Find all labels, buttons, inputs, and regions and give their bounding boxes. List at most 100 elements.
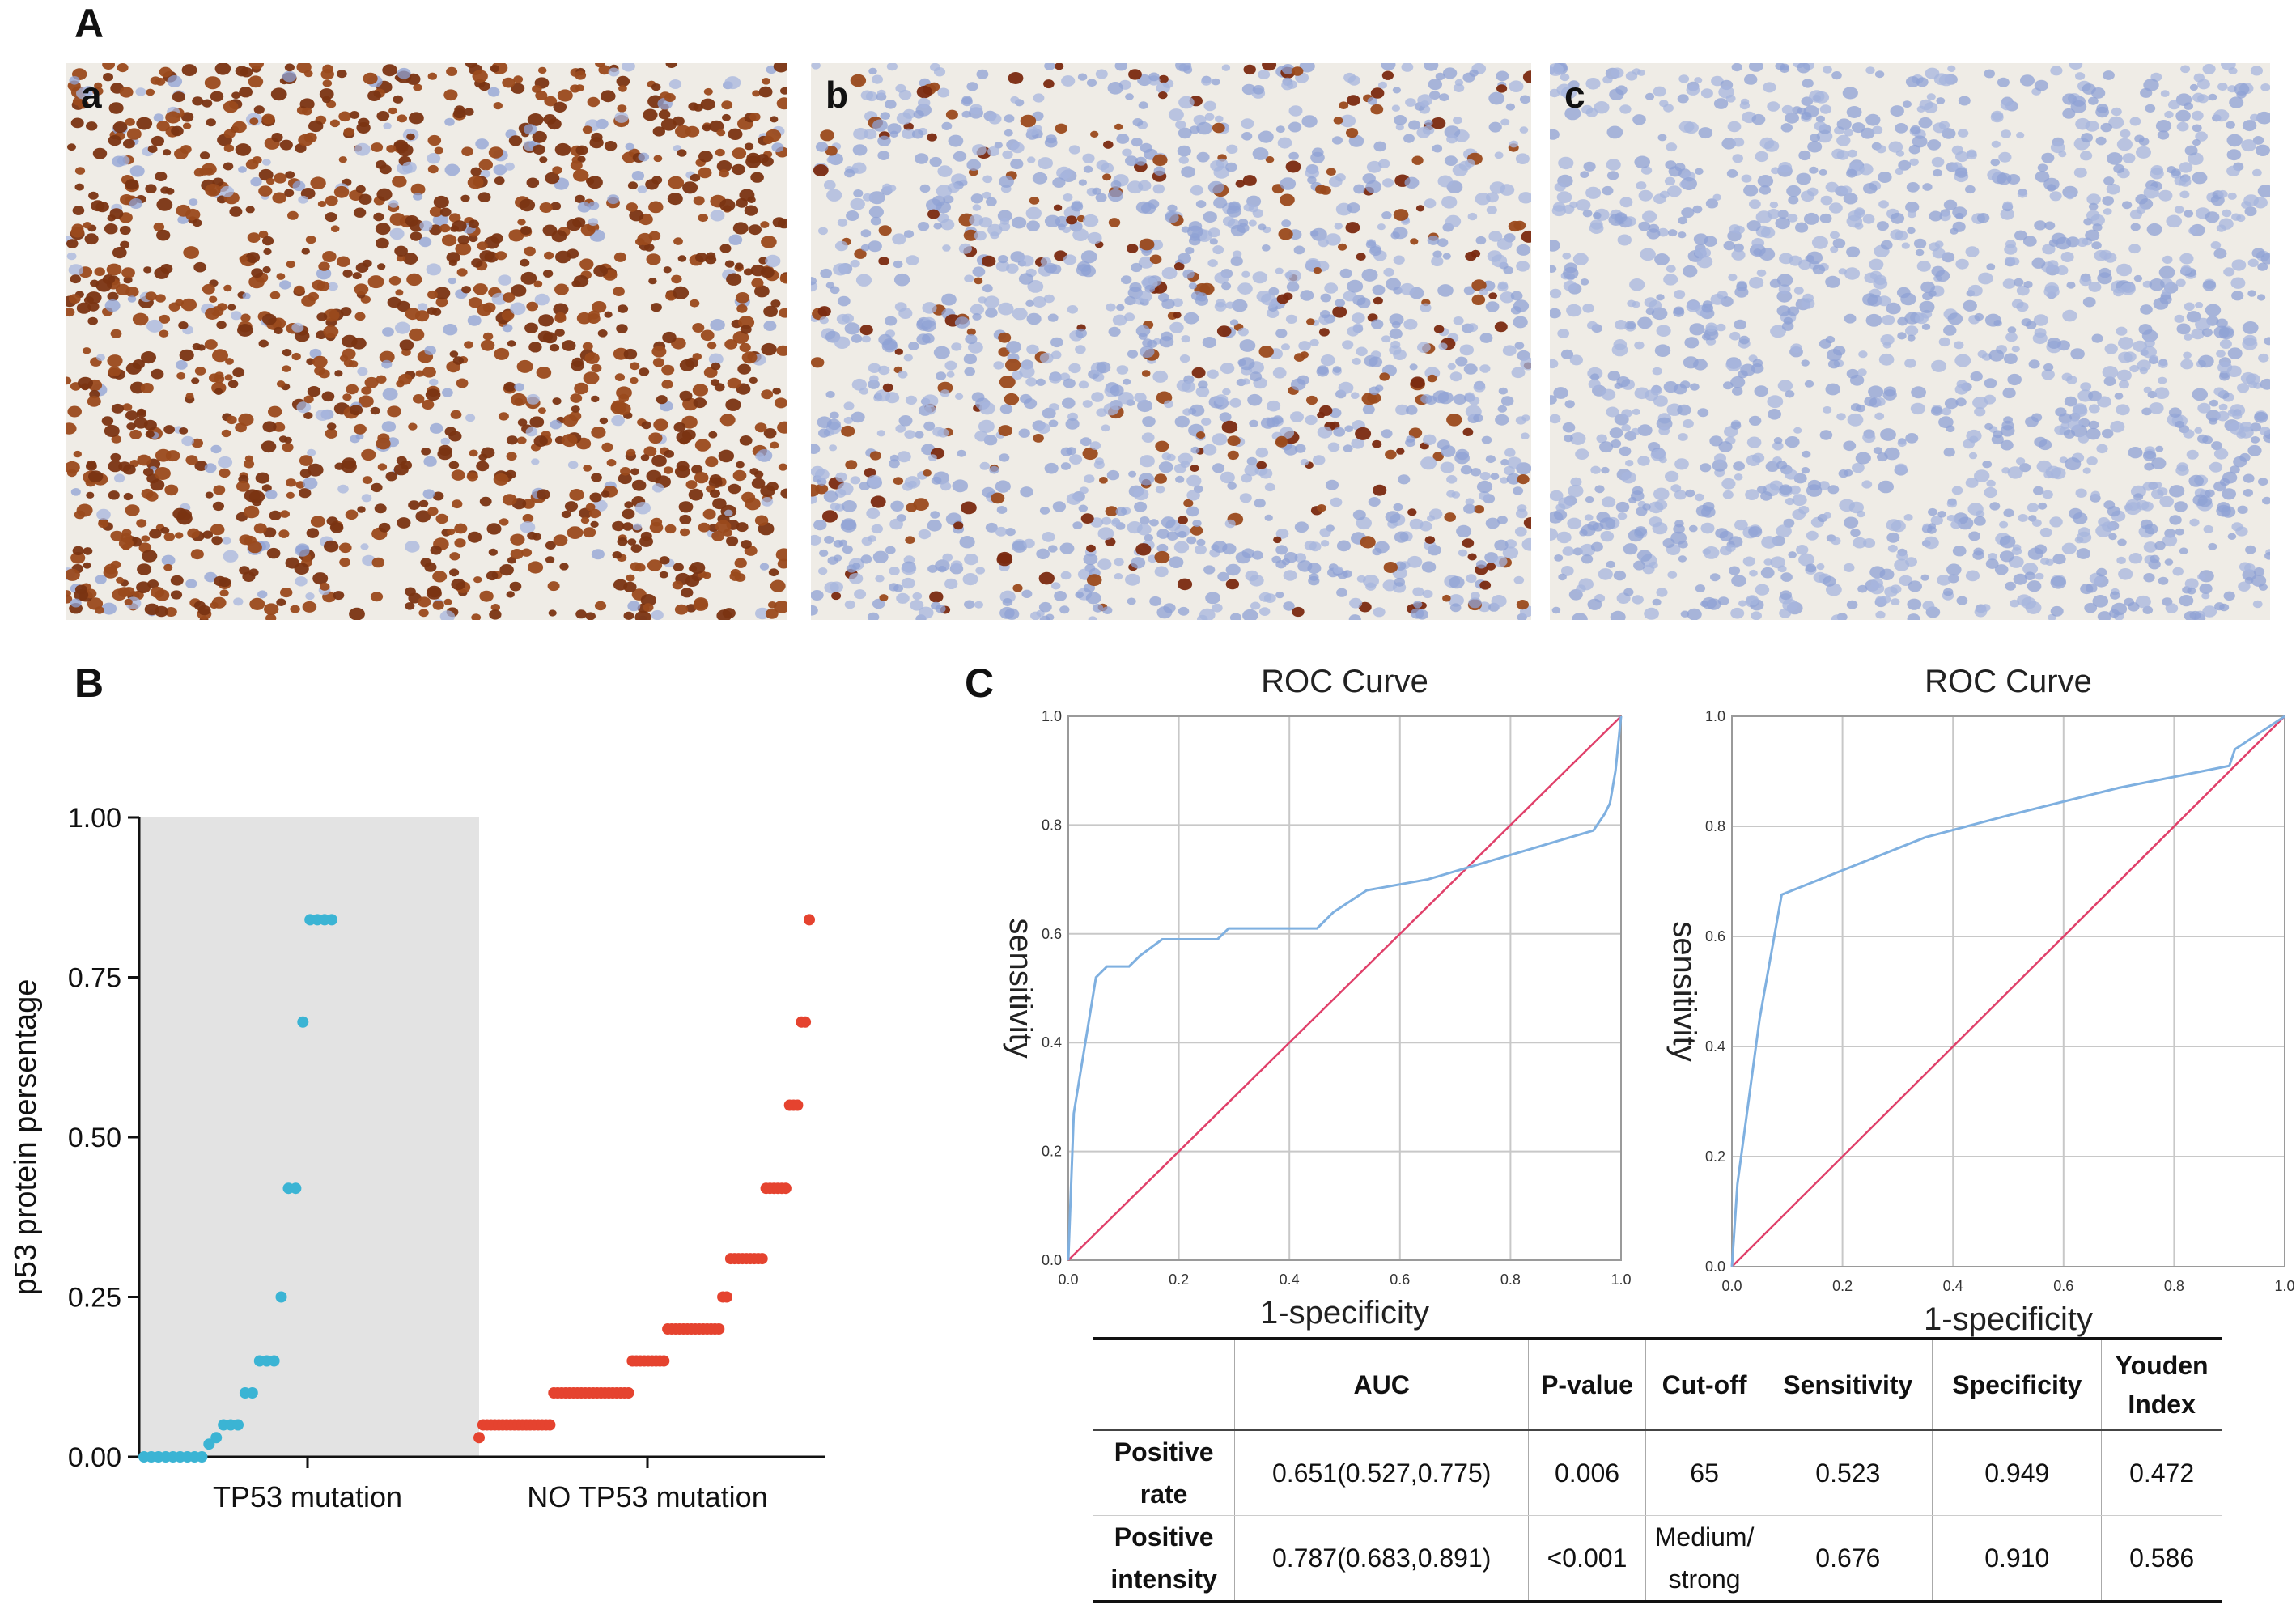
x-tick-label: 0.8 xyxy=(2164,1278,2184,1294)
table-cell: 0.472 xyxy=(2101,1430,2222,1516)
y-tick-label: 0.0 xyxy=(1705,1259,1725,1275)
tp53-mutation-shade xyxy=(139,817,479,1457)
roc-chart-positive-intensity: 0.0 0.0 0.2 0.2 0.4 0.4 0.6 0.6 0.8 0.8 1.0 1.0 ROC … xyxy=(1666,664,2295,1337)
y-tick-label: 0.6 xyxy=(1705,928,1725,945)
data-point xyxy=(196,1451,208,1463)
table-cell: 0.910 xyxy=(1932,1515,2103,1603)
x-tick-label: 0.0 xyxy=(1721,1278,1742,1294)
table-cell: 0.523 xyxy=(1763,1430,1933,1516)
data-point xyxy=(713,1323,725,1335)
table-header-cell: Specificity xyxy=(1932,1337,2103,1431)
data-point xyxy=(622,1387,634,1399)
roc-stats-table: AUC P-value Cut-off Sensitivity Specific… xyxy=(1092,1337,2222,1603)
x-tick-label: TP53 mutation xyxy=(213,1480,402,1513)
y-tick-label: 0.6 xyxy=(1042,926,1062,942)
y-axis-label: p53 protein persentage xyxy=(9,979,43,1296)
data-point xyxy=(210,1432,223,1444)
cell-nuclei xyxy=(1550,63,2270,620)
roc-y-label: sensitivity xyxy=(1666,921,1702,1061)
cell-nuclei xyxy=(66,63,787,620)
table-row-header: Positive rate xyxy=(1092,1430,1236,1516)
x-tick-label: 0.6 xyxy=(1390,1271,1410,1288)
micrograph-a-label: a xyxy=(81,74,102,116)
micrograph-c-image xyxy=(1550,63,2270,620)
data-point xyxy=(326,914,337,926)
table-cell: 0.676 xyxy=(1763,1515,1933,1603)
panel-letter-c: C xyxy=(965,660,995,706)
reference-line xyxy=(1731,715,2285,1267)
table-cell: Medium/ strong xyxy=(1645,1515,1764,1603)
data-point xyxy=(268,1355,280,1367)
table-cell: 0.006 xyxy=(1528,1430,1646,1516)
micrograph-b: b xyxy=(811,63,1531,620)
y-tick-label: 0.50 xyxy=(68,1123,121,1153)
table-row-header: Positive intensity xyxy=(1092,1515,1236,1603)
roc-x-label: 1-specificity xyxy=(1260,1295,1429,1331)
y-tick-label: 1.00 xyxy=(68,803,121,834)
data-point xyxy=(246,1387,258,1399)
cell-nuclei xyxy=(811,63,1531,620)
data-point xyxy=(658,1355,670,1367)
roc-y-label: sensitivity xyxy=(1003,918,1038,1058)
y-tick-label: 0.75 xyxy=(68,963,121,994)
table-header-cell xyxy=(1092,1337,1236,1431)
data-point xyxy=(804,914,815,926)
reference-line xyxy=(1067,715,1622,1261)
panel-letter-b: B xyxy=(74,660,104,706)
y-tick-label: 0.8 xyxy=(1042,817,1062,833)
data-point xyxy=(473,1432,485,1444)
micrograph-a: a xyxy=(66,63,787,620)
y-tick-label: 0.4 xyxy=(1705,1038,1725,1055)
table-cell: 0.949 xyxy=(1932,1430,2103,1516)
data-point xyxy=(792,1099,804,1111)
roc-x-label: 1-specificity xyxy=(1924,1301,2093,1337)
data-point xyxy=(756,1253,768,1265)
y-tick-label: 0.2 xyxy=(1705,1148,1725,1165)
data-point xyxy=(297,1016,309,1028)
y-tick-label: 1.0 xyxy=(1042,708,1062,724)
table-header-cell: Youden Index xyxy=(2101,1337,2222,1431)
y-tick-label: 0.2 xyxy=(1042,1144,1062,1160)
micrograph-c: c xyxy=(1550,63,2270,620)
data-point xyxy=(290,1182,302,1195)
x-tick-label: 0.2 xyxy=(1169,1271,1189,1288)
data-point xyxy=(275,1291,287,1303)
table-cell: 0.787(0.683,0.891) xyxy=(1234,1515,1530,1603)
panel-letter-a: A xyxy=(74,1,104,46)
x-tick-label: 0.2 xyxy=(1832,1278,1853,1294)
data-point xyxy=(800,1016,812,1028)
plot-frame xyxy=(1067,715,1622,1261)
table-row: Positive rate 0.651(0.527,0.775) 0.006 6… xyxy=(1092,1430,2222,1516)
table-header-cell: Sensitivity xyxy=(1763,1337,1933,1431)
x-tick-label: 0.4 xyxy=(1943,1278,1963,1294)
plot-frame xyxy=(1731,715,2285,1267)
roc-curve-line xyxy=(1067,715,1623,1261)
micrograph-a-image xyxy=(66,63,787,620)
x-tick-label: 0.0 xyxy=(1058,1271,1078,1288)
roc-title: ROC Curve xyxy=(1925,664,2092,699)
x-tick-label: 0.6 xyxy=(2053,1278,2073,1294)
micrograph-b-label: b xyxy=(825,74,849,116)
roc-title: ROC Curve xyxy=(1261,664,1428,699)
micrograph-b-image xyxy=(811,63,1531,620)
x-tick-label: 0.4 xyxy=(1280,1271,1300,1288)
micrograph-c-label: c xyxy=(1564,74,1585,116)
table-header-cell: Cut-off xyxy=(1645,1337,1764,1431)
micrograph-background xyxy=(1550,63,2270,620)
data-point xyxy=(721,1291,732,1303)
table-header-row: AUC P-value Cut-off Sensitivity Specific… xyxy=(1092,1337,2222,1431)
y-tick-label: 0.4 xyxy=(1042,1034,1062,1051)
table-header-cell: P-value xyxy=(1528,1337,1646,1431)
y-tick-label: 0.00 xyxy=(68,1442,121,1473)
table-header-cell: AUC xyxy=(1234,1337,1530,1431)
y-tick-label: 0.25 xyxy=(68,1283,121,1314)
table-cell: 0.586 xyxy=(2101,1515,2222,1603)
y-tick-label: 1.0 xyxy=(1705,708,1725,724)
table-cell: 65 xyxy=(1645,1430,1764,1516)
x-tick-label: 1.0 xyxy=(1611,1271,1631,1288)
x-tick-label: NO TP53 mutation xyxy=(527,1480,767,1513)
x-tick-label: 0.8 xyxy=(1500,1271,1521,1288)
table-cell: <0.001 xyxy=(1528,1515,1646,1603)
y-tick-label: 0.0 xyxy=(1042,1252,1062,1268)
table-cell: 0.651(0.527,0.775) xyxy=(1234,1430,1530,1516)
